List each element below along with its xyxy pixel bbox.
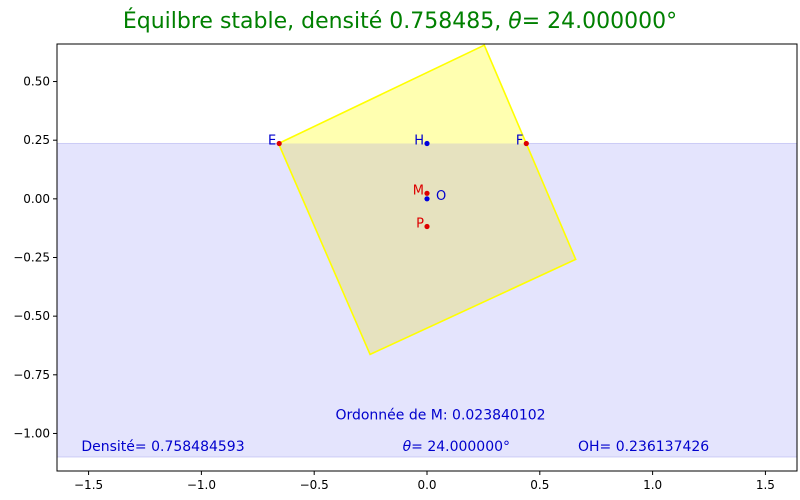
annotation-theta-value: = 24.000000° xyxy=(411,439,510,455)
y-tick-label: −1.00 xyxy=(13,426,50,440)
y-tick-label: 0.00 xyxy=(23,192,50,206)
x-tick-label: 0.0 xyxy=(417,478,436,492)
point-M xyxy=(424,190,430,196)
annotation-densite: Densité= 0.758484593 xyxy=(81,439,244,455)
x-tick-label: 1.5 xyxy=(756,478,775,492)
x-tick-label: −1.0 xyxy=(187,478,216,492)
title-theta-symbol: θ xyxy=(508,9,522,34)
y-tick-label: 0.25 xyxy=(23,133,50,147)
annotation-oh: OH= 0.236137426 xyxy=(578,439,709,455)
square-outline xyxy=(277,44,577,356)
annotation-theta-symbol: θ xyxy=(403,439,412,455)
plot-content: E F H M OP xyxy=(57,44,797,458)
y-tick-label: −0.75 xyxy=(13,368,50,382)
x-tick-label: −0.5 xyxy=(300,478,329,492)
point-label-M: M xyxy=(413,183,424,198)
title-prefix: Équilbre stable, densité 0.758485, xyxy=(123,8,508,34)
title-suffix: = 24.000000° xyxy=(522,9,677,34)
point-E xyxy=(276,140,282,147)
y-tick-label: −0.25 xyxy=(13,251,50,265)
point-O xyxy=(424,196,430,202)
point-label-H: H xyxy=(414,134,424,149)
annotation-ordonnee: Ordonnée de M: 0.023840102 xyxy=(335,407,545,423)
point-label-P: P xyxy=(416,217,424,232)
y-tick-label: 0.50 xyxy=(23,75,50,89)
point-label-E: E xyxy=(268,134,276,149)
square-submerged xyxy=(278,143,576,355)
point-H xyxy=(424,140,430,147)
x-tick-label: −1.5 xyxy=(74,478,103,492)
chart-title: Équilbre stable, densité 0.758485, θ= 24… xyxy=(123,8,677,34)
x-tick-label: 0.5 xyxy=(530,478,549,492)
point-F xyxy=(523,140,529,147)
plot-area: E F H M OP −1.5 −1.0 −0.5 0.0 0.5 1.0 1.5 0.50 0.25 0.… xyxy=(13,43,798,492)
x-tick-label: 1.0 xyxy=(643,478,662,492)
annotation-theta: θ= 24.000000° xyxy=(403,439,510,455)
y-tick-label: −0.50 xyxy=(13,309,50,323)
point-label-F: F xyxy=(516,134,523,149)
point-P xyxy=(424,223,430,230)
point-label-O: O xyxy=(436,189,446,204)
